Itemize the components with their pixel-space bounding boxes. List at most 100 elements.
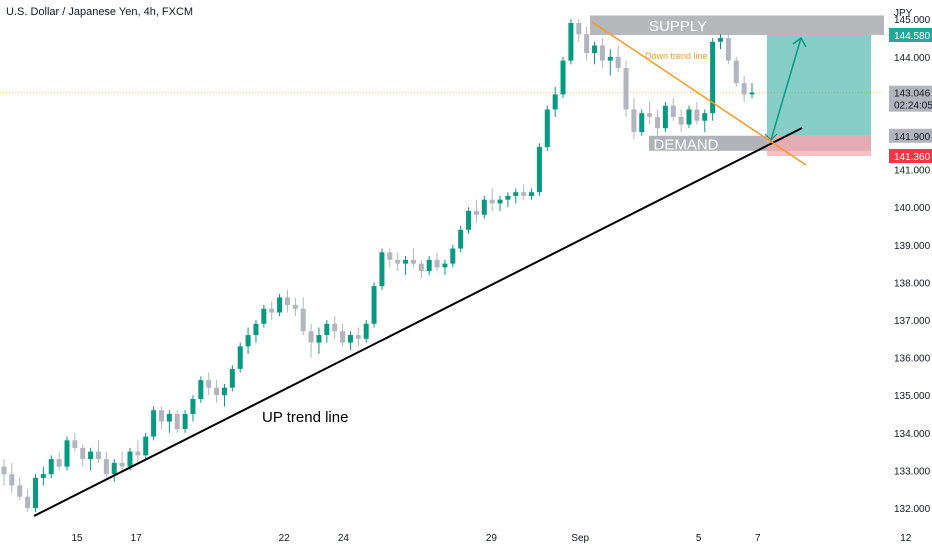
price-tick-label: 137.000: [894, 316, 931, 327]
candle-body: [143, 436, 149, 456]
time-tick-label: 15: [71, 533, 83, 544]
price-tick-label: 141.000: [894, 166, 931, 177]
candle-body: [599, 45, 605, 61]
down-trend-line: [591, 21, 807, 166]
candle-body: [513, 192, 519, 196]
candle-body: [127, 451, 133, 467]
candle-body: [56, 459, 62, 467]
candle-body: [363, 323, 369, 339]
candle-body: [72, 440, 78, 448]
candle-body: [678, 116, 684, 125]
candle-body: [347, 335, 353, 343]
supply-zone: [590, 15, 884, 35]
candle-body: [324, 323, 330, 336]
candle-body: [17, 485, 23, 497]
candle-body: [749, 92, 755, 95]
candle-body: [158, 410, 164, 422]
candle-body: [355, 335, 361, 339]
time-tick-label: Sep: [571, 533, 589, 544]
candle-body: [592, 45, 598, 54]
candle-body: [371, 286, 377, 324]
candle-body: [576, 22, 582, 35]
candle-body: [166, 414, 172, 422]
candle-body: [434, 259, 440, 268]
candle-body: [710, 41, 716, 114]
price-tag-label: 141.900: [894, 132, 931, 143]
loss-zone: [767, 135, 871, 157]
candle-body: [9, 474, 15, 486]
price-axis[interactable]: JPY 132.000 133.000 134.000 135.000 136.000 13…: [889, 8, 932, 515]
candle-body: [481, 199, 487, 215]
candle-body: [111, 462, 117, 475]
candle-body: [458, 229, 464, 249]
candle-body: [426, 259, 432, 272]
candle-body: [25, 496, 31, 508]
candle-body: [32, 477, 38, 508]
price-tag-label: 144.580: [894, 31, 931, 42]
candle-body: [505, 195, 511, 200]
price-tick-label: 140.000: [894, 203, 931, 214]
candle-body: [560, 60, 566, 95]
candle-body: [702, 113, 708, 121]
price-tick-label: 135.000: [894, 391, 931, 402]
candle-body: [442, 263, 448, 268]
candle-body: [607, 56, 613, 61]
candle-body: [694, 109, 700, 121]
candles-layer: [1, 19, 755, 512]
price-tick-label: 132.000: [894, 504, 931, 515]
candle-body: [379, 252, 385, 287]
candle-body: [151, 410, 157, 437]
price-tag: [889, 27, 932, 42]
candle-body: [48, 459, 54, 475]
candle-body: [686, 109, 692, 125]
demand-label: DEMAND: [653, 136, 718, 153]
candle-body: [410, 259, 416, 264]
candle-body: [418, 263, 424, 272]
candle-body: [631, 109, 637, 132]
candle-body: [332, 323, 338, 332]
price-tick-label: 139.000: [894, 241, 931, 252]
candle-body: [584, 34, 590, 54]
candle-body: [623, 68, 629, 110]
candle-body: [277, 297, 283, 313]
time-tick-label: 24: [338, 533, 350, 544]
time-tick-label: 12: [900, 533, 912, 544]
down-trend-label: Down trend line: [645, 51, 708, 61]
candle-body: [741, 83, 747, 95]
candle-body: [466, 210, 472, 230]
price-tag-label: 143.046: [894, 89, 931, 100]
candle-body: [718, 38, 724, 42]
price-tick-label: 144.000: [894, 53, 931, 64]
symbol-title: U.S. Dollar / Japanese Yen, 4h, FXCM: [6, 6, 194, 18]
candle-body: [662, 105, 668, 129]
candle-body: [269, 308, 275, 313]
candle-body: [221, 387, 227, 396]
time-axis[interactable]: 1517222429Sep5712141921: [71, 533, 932, 544]
candle-body: [497, 199, 503, 204]
candle-body: [95, 451, 101, 460]
entry-marker: [764, 133, 778, 141]
candle-body: [340, 331, 346, 343]
zones-layer: SUPPLY DEMAND: [0, 15, 884, 157]
candle-body: [182, 414, 188, 430]
time-tick-label: 29: [486, 533, 498, 544]
candle-body: [198, 380, 204, 399]
candle-body: [292, 304, 298, 309]
candle-body: [308, 331, 314, 343]
candle-body: [529, 192, 535, 196]
price-tick-label: 136.000: [894, 354, 931, 365]
candle-body: [568, 22, 574, 61]
candle-body: [174, 414, 180, 430]
candle-body: [670, 105, 676, 117]
candle-body: [64, 440, 70, 467]
lines-layer: UP trend line Down trend line: [33, 21, 807, 517]
candle-body: [253, 323, 259, 336]
candle-body: [552, 94, 558, 110]
candle-body: [647, 113, 653, 117]
candle-body: [521, 192, 527, 196]
supply-label: SUPPLY: [649, 18, 707, 35]
up-trend-label: UP trend line: [262, 409, 348, 426]
candle-body: [387, 252, 393, 260]
candle-body: [135, 451, 141, 456]
